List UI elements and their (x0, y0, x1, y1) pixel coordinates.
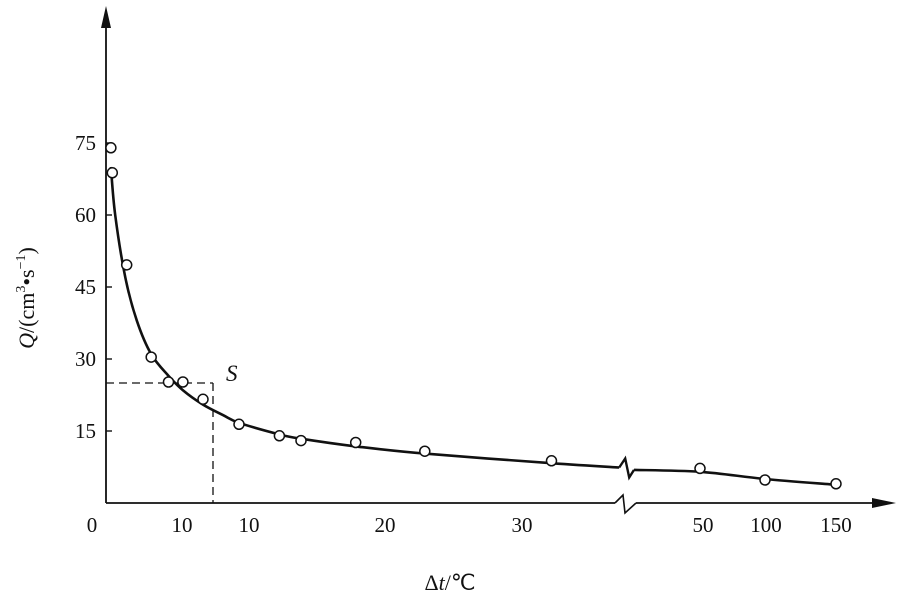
x-axis-symbol: t (439, 570, 446, 595)
origin-label: 0 (87, 513, 98, 537)
y-axis-unit-prefix: /(cm (14, 293, 39, 333)
guide-lines (106, 382, 214, 503)
x-tick-label: 100 (750, 513, 782, 537)
y-axis-symbol: Q (14, 333, 39, 349)
x-tick-labels: 10 10 20 30 50 100 150 (172, 513, 852, 537)
y-axis-title: Q/(cm3•s−1) (14, 247, 39, 349)
x-axis-unit: /℃ (445, 570, 476, 595)
y-axis-sup2: −1 (14, 254, 29, 269)
data-point (106, 167, 119, 179)
data-point (120, 259, 133, 271)
data-point (419, 445, 431, 457)
data-point (295, 434, 307, 447)
axes (101, 6, 896, 515)
y-axis-unit-suffix: ) (14, 247, 39, 254)
fit-curve-layer (109, 166, 837, 487)
data-point (349, 436, 362, 449)
y-tick-label: 75 (75, 131, 96, 155)
data-point (233, 418, 245, 431)
data-point (197, 393, 209, 406)
y-tick-label: 45 (75, 275, 96, 299)
y-axis-arrow (101, 6, 111, 28)
fit-curve-tail (633, 468, 837, 487)
x-axis-title: Δt/℃ (424, 570, 475, 595)
y-tick-label: 30 (75, 347, 96, 371)
y-tick-label: 15 (75, 419, 96, 443)
y-axis-sup1: 3 (14, 286, 29, 293)
x-tick-label: 30 (512, 513, 533, 537)
x-tick-label: 50 (693, 513, 714, 537)
data-point (545, 455, 558, 467)
data-point (105, 142, 117, 154)
y-axis-unit-mid: •s (14, 269, 39, 285)
y-tick-label: 60 (75, 203, 96, 227)
x-tick-label: 150 (820, 513, 852, 537)
annotation-s-label: S (226, 361, 238, 386)
data-points (105, 142, 842, 490)
data-point (273, 430, 286, 442)
fit-curve-break (618, 455, 636, 481)
data-point (830, 478, 842, 490)
x-axis-delta: Δ (424, 570, 438, 595)
x-tick-label: 20 (375, 513, 396, 537)
x-axis-break-mark (614, 493, 637, 515)
x-axis-arrow (872, 498, 896, 508)
data-point (145, 351, 157, 363)
data-point (177, 376, 189, 388)
data-point (162, 376, 175, 388)
data-point (759, 474, 771, 486)
x-tick-label: 10 (172, 513, 193, 537)
data-point (694, 462, 706, 475)
y-tick-labels: 15 30 45 60 75 (75, 131, 96, 443)
fit-curve (109, 166, 620, 469)
x-tick-label: 10 (239, 513, 260, 537)
